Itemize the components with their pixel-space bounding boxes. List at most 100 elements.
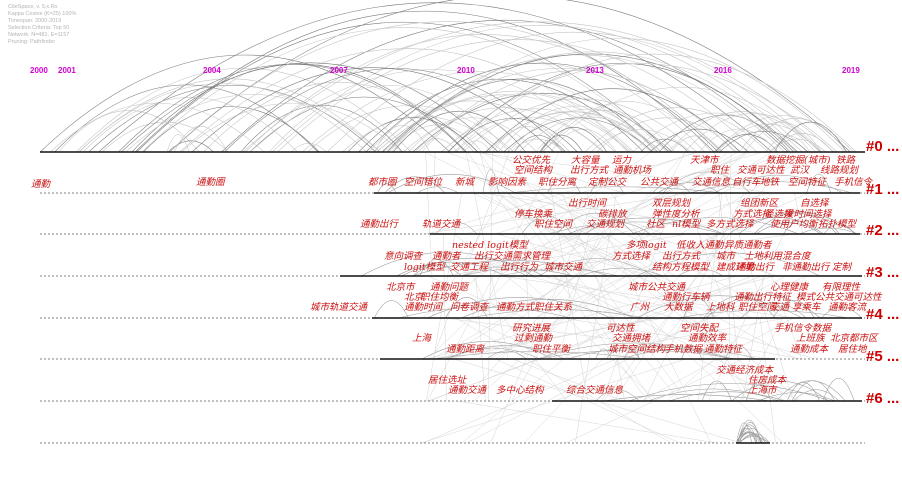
co-citation-arc [786,382,820,402]
cluster-link [666,275,808,402]
co-citation-arc [798,227,858,235]
keyword-label: 居住地 [838,344,867,355]
co-citation-arc [716,123,820,153]
cluster-link [472,192,743,319]
cluster-label[interactable]: #6 ... [866,390,900,407]
co-citation-arc [714,174,843,194]
co-citation-arc [518,116,659,153]
keyword-label: 交通可达性 [737,165,785,176]
co-citation-arc [585,222,651,235]
cluster-label[interactable]: #1 ... [866,181,900,198]
keyword-label: 通勤时间 [404,302,443,313]
co-citation-arc [728,217,824,235]
co-citation-arc [271,24,808,153]
keyword-label: 研究进展 [512,323,551,334]
keyword-label: 多方式选择 [706,219,754,230]
cluster-label[interactable]: #4 ... [866,306,900,323]
cluster-link [447,317,656,360]
cluster-timelines [40,151,865,444]
keyword-label: 武汉 [790,165,810,176]
cluster-link [456,400,718,444]
keyword-label: 自选择 [800,198,829,209]
keyword-label: 建成环境 [716,262,755,273]
cluster-label[interactable]: #3 ... [866,264,900,281]
co-citation-arc [736,422,753,444]
keyword-label: 通勤机场 [613,165,652,176]
co-citation-arc [462,98,697,153]
co-citation-arc [245,34,722,153]
keyword-label: 定制公交 [588,177,627,188]
cluster-link [759,317,776,444]
keyword-label: 方式选择 [612,251,651,262]
cluster-link [496,192,553,235]
keyword-label: 职住空间 [738,302,777,313]
keyword-label: 北京 [404,292,424,303]
keyword-label: 数据挖掘(城市) [766,155,831,166]
cluster-link [742,275,765,402]
co-citation-arc [169,21,724,153]
cluster-label[interactable]: #0 ... [866,138,900,155]
co-citation-arc [374,300,409,319]
co-citation-arc [590,129,691,153]
keyword-label: 模式公共交通可达性 [796,292,882,303]
co-citation-arc [705,294,821,319]
co-citation-arc [492,126,563,153]
cluster-link [497,151,747,277]
co-citation-arc [277,39,758,153]
co-citation-arc [82,97,298,153]
co-citation-arc [373,100,571,153]
keyword-label: 手机数据 [664,344,703,355]
co-citation-arc [791,380,835,402]
co-citation-arc [376,91,652,153]
cluster-link [698,192,723,402]
co-citation-arc [121,62,499,153]
year-label: 2019 [842,66,860,75]
co-citation-arc [445,297,488,319]
co-citation-arc [719,131,809,153]
keyword-label: 职住平衡 [532,344,571,355]
keyword-label: 通勤效率 [688,333,727,344]
keyword-label: 出行方式 [570,165,609,176]
keyword-label: 弹性度分析 [652,209,700,220]
keyword-label: 定制 [832,262,852,273]
co-citation-arc [740,302,807,319]
co-citation-arc [738,211,857,235]
cluster-label[interactable]: #2 ... [866,222,900,239]
year-label: 2016 [714,66,732,75]
co-citation-arc [508,186,724,194]
co-citation-arc [540,127,608,153]
cluster-label[interactable]: #5 ... [866,348,900,365]
co-citation-arc [418,70,735,153]
cluster-link [725,192,794,402]
keyword-label: 都市圈 [368,177,397,188]
keyword-label: 北京都市区 [830,333,878,344]
co-citation-arc [78,83,367,153]
co-citation-arc [118,63,466,153]
co-citation-arc [510,138,564,153]
keyword-label: 使用户均衡 [770,219,818,230]
keyword-label: 方式选择 [733,209,772,220]
network-info-line: CiteSpace, v. 5.x.Rx [8,4,58,10]
co-citation-arc [179,48,635,153]
cluster-link [563,317,804,360]
co-citation-arc [498,105,656,153]
co-citation-arc [556,212,635,235]
co-citation-arc [302,71,662,153]
cluster-link [794,192,804,235]
keyword-label: 享乘车 [792,302,821,313]
co-citation-arc [737,432,758,444]
co-citation-arc [632,112,797,153]
co-citation-arc [134,10,715,153]
keyword-label: 天津市 [690,155,719,166]
cluster-link [714,151,739,360]
keyword-label: nl模型 [672,219,701,230]
keyword-label: 拓扑模型 [818,219,857,230]
co-citation-arc [713,115,854,153]
keyword-label: 通勤成本 [790,344,829,355]
keyword-label: 通勤者 [432,251,461,262]
co-citation-arc [393,110,526,153]
cluster-link [509,192,681,402]
co-citation-arc [461,268,574,277]
co-citation-arc [419,259,454,277]
